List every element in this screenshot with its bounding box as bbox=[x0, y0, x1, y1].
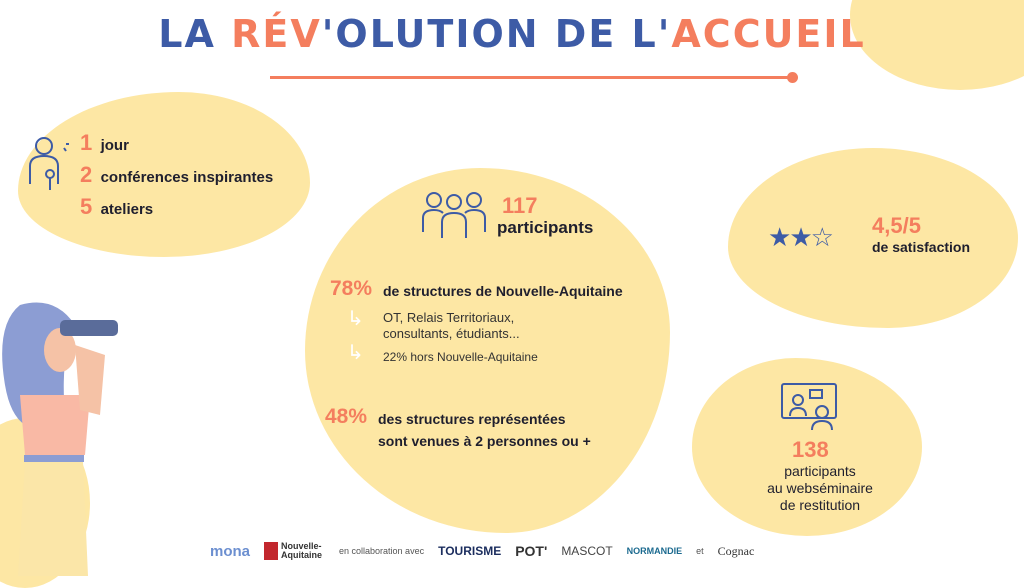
logo-cognac: Cognac bbox=[717, 543, 755, 558]
speaker-icon bbox=[26, 134, 70, 194]
webinar-line: de restitution bbox=[779, 497, 861, 513]
program-item: 2 conférences inspirantes bbox=[80, 162, 274, 187]
and-text: et bbox=[696, 546, 704, 556]
program-item: 1 jour bbox=[80, 130, 129, 155]
woman-with-binoculars-illustration bbox=[0, 295, 130, 581]
logo-mona: mona bbox=[210, 542, 251, 560]
logo-nouvelle-aquitaine: Nouvelle-Aquitaine bbox=[264, 542, 325, 560]
blob-program bbox=[18, 92, 310, 257]
regions-label: de structures de Nouvelle-Aquitaine bbox=[383, 283, 623, 299]
webinar-count: 138 bbox=[792, 437, 829, 462]
video-conference-icon bbox=[780, 382, 842, 432]
logo-pot: POT' bbox=[515, 543, 548, 559]
logo-tourisme: TOURISME bbox=[438, 544, 502, 558]
webinar-label: participants au webséminaire de restitut… bbox=[740, 463, 900, 514]
webinar-line: au webséminaire bbox=[767, 480, 873, 496]
star-filled-icon: ★ bbox=[768, 222, 791, 252]
pairs-percent: 48% bbox=[325, 405, 368, 428]
logo-normandie: NORMANDIE bbox=[626, 546, 683, 556]
webinar-line: participants bbox=[784, 463, 856, 479]
program-list: 1 jour 2 conférences inspirantes 5 ateli… bbox=[80, 128, 273, 224]
arrow-icon: ↳ bbox=[347, 308, 364, 330]
blob-satisfaction bbox=[728, 148, 1018, 328]
regions-outside: 22% hors Nouvelle-Aquitaine bbox=[383, 350, 538, 364]
pairs-line2: sont venues à 2 personnes ou + bbox=[378, 433, 591, 449]
title-underline bbox=[270, 76, 792, 79]
title-underline-dot bbox=[787, 72, 798, 83]
partner-logos: mona Nouvelle-Aquitaine en collaboration… bbox=[210, 542, 754, 560]
regions-detail: OT, Relais Territoriaux, consultants, ét… bbox=[383, 310, 520, 341]
participants-label: participants bbox=[497, 218, 594, 237]
satisfaction-score: 4,5/5 bbox=[872, 213, 921, 238]
group-icon bbox=[420, 188, 488, 240]
star-empty-icon: ☆ bbox=[810, 222, 834, 252]
participants-count: 117 bbox=[502, 193, 538, 218]
arrow-icon: ↳ bbox=[347, 342, 364, 364]
program-item: 5 ateliers bbox=[80, 194, 154, 219]
satisfaction-label: de satisfaction bbox=[872, 239, 971, 255]
blob-center bbox=[305, 168, 670, 533]
star-rating: ★★☆ bbox=[768, 222, 834, 253]
blob-webinar bbox=[692, 358, 922, 536]
pairs-line1: des structures représentées bbox=[378, 411, 566, 427]
collaboration-text: en collaboration avec bbox=[339, 546, 425, 556]
regions-percent: 78% bbox=[330, 277, 373, 300]
page-title: LA RÉV'OLUTION DE L'ACCUEIL bbox=[158, 12, 866, 56]
star-filled-icon: ★ bbox=[789, 222, 812, 252]
logo-mascot: MASCOT bbox=[561, 544, 613, 558]
